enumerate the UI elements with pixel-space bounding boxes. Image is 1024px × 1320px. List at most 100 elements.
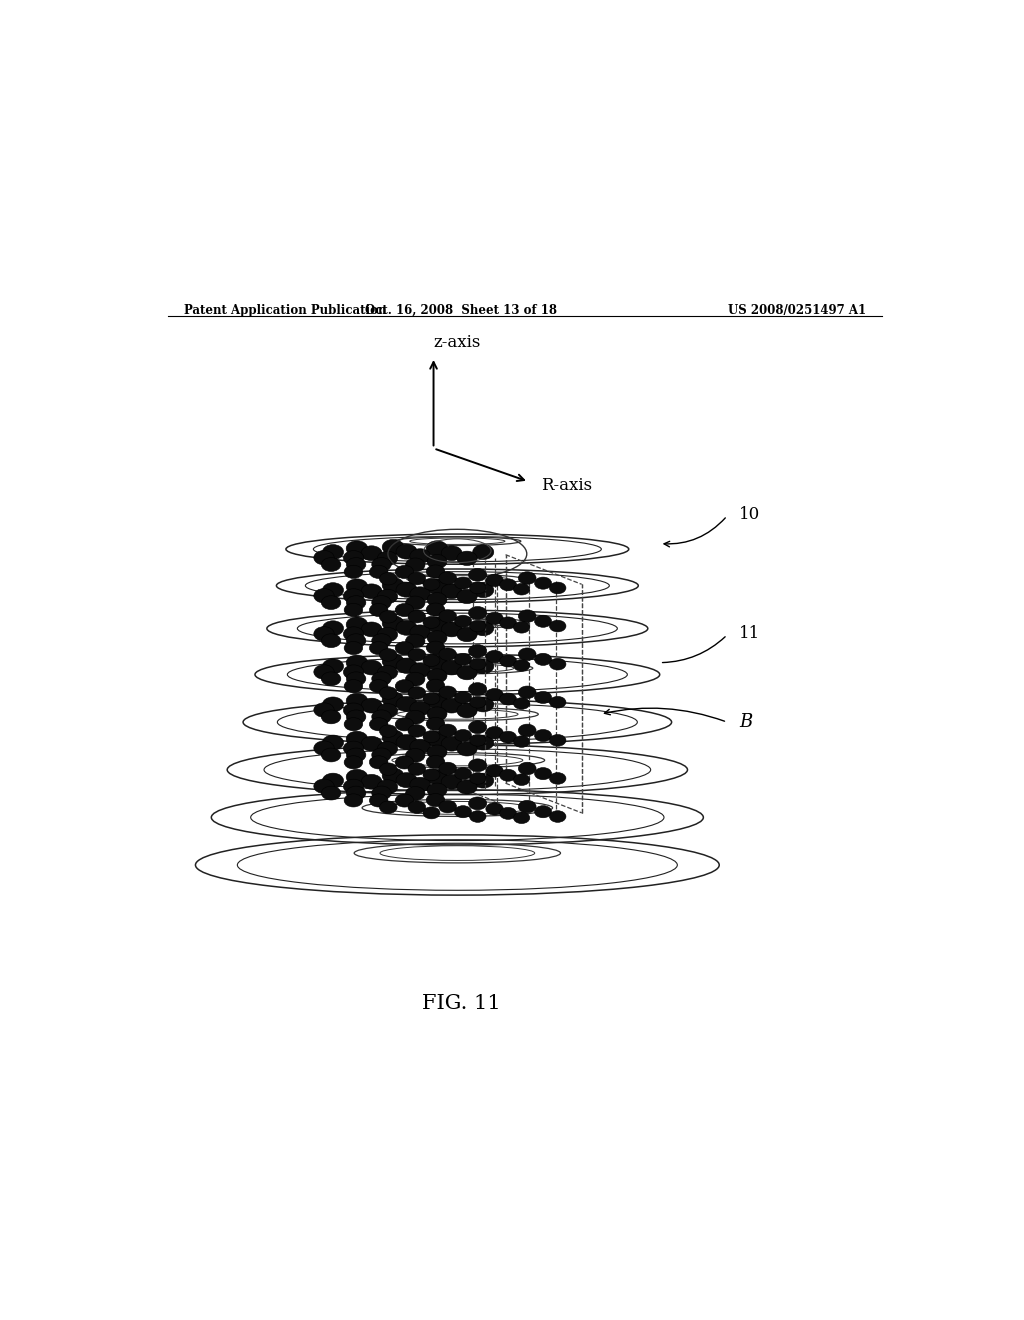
Ellipse shape — [518, 800, 537, 813]
Ellipse shape — [408, 573, 426, 585]
Ellipse shape — [457, 704, 477, 718]
Ellipse shape — [377, 704, 397, 718]
Ellipse shape — [470, 810, 486, 822]
Ellipse shape — [396, 620, 417, 635]
Ellipse shape — [372, 634, 391, 648]
Ellipse shape — [322, 748, 341, 762]
Ellipse shape — [344, 718, 362, 731]
Ellipse shape — [455, 730, 472, 742]
Ellipse shape — [473, 735, 494, 750]
Ellipse shape — [382, 768, 403, 784]
Ellipse shape — [427, 593, 447, 607]
Ellipse shape — [322, 710, 341, 723]
Ellipse shape — [470, 734, 486, 746]
Ellipse shape — [485, 803, 503, 816]
Ellipse shape — [361, 698, 382, 713]
Ellipse shape — [423, 578, 440, 590]
Ellipse shape — [344, 642, 362, 655]
Text: US 2008/0251497 A1: US 2008/0251497 A1 — [728, 304, 866, 317]
Ellipse shape — [473, 545, 494, 560]
Ellipse shape — [513, 735, 529, 747]
Ellipse shape — [344, 793, 362, 807]
Ellipse shape — [380, 611, 397, 623]
Ellipse shape — [343, 627, 364, 642]
Ellipse shape — [408, 801, 426, 813]
Ellipse shape — [395, 680, 414, 693]
Ellipse shape — [323, 735, 344, 750]
Ellipse shape — [485, 764, 503, 777]
Ellipse shape — [313, 741, 334, 755]
Ellipse shape — [535, 730, 552, 742]
Ellipse shape — [395, 718, 414, 731]
Ellipse shape — [427, 708, 447, 721]
Ellipse shape — [439, 686, 457, 698]
Ellipse shape — [473, 582, 494, 598]
Ellipse shape — [396, 697, 417, 711]
Ellipse shape — [455, 692, 472, 704]
Ellipse shape — [457, 742, 477, 756]
Ellipse shape — [370, 680, 388, 693]
Ellipse shape — [313, 627, 334, 642]
Text: Patent Application Publication: Patent Application Publication — [183, 304, 386, 317]
Ellipse shape — [457, 627, 477, 642]
Ellipse shape — [473, 659, 494, 673]
Ellipse shape — [372, 672, 391, 685]
Ellipse shape — [426, 565, 444, 578]
Ellipse shape — [518, 610, 537, 623]
Ellipse shape — [406, 672, 425, 686]
Ellipse shape — [535, 692, 552, 704]
Ellipse shape — [485, 651, 503, 663]
Ellipse shape — [395, 603, 414, 616]
Ellipse shape — [395, 793, 414, 807]
Ellipse shape — [426, 793, 444, 807]
Ellipse shape — [441, 660, 462, 675]
Ellipse shape — [346, 787, 366, 800]
Ellipse shape — [408, 725, 426, 737]
Ellipse shape — [500, 770, 516, 781]
Ellipse shape — [441, 583, 462, 599]
Ellipse shape — [469, 721, 486, 734]
Ellipse shape — [346, 557, 366, 572]
Ellipse shape — [423, 655, 440, 667]
Ellipse shape — [323, 620, 344, 636]
Ellipse shape — [535, 767, 552, 780]
Ellipse shape — [518, 572, 537, 585]
Ellipse shape — [396, 734, 417, 750]
Ellipse shape — [344, 680, 362, 693]
Ellipse shape — [370, 756, 388, 770]
Ellipse shape — [377, 780, 397, 795]
Ellipse shape — [535, 615, 552, 627]
Ellipse shape — [470, 772, 486, 784]
Text: R-axis: R-axis — [541, 477, 592, 494]
Ellipse shape — [346, 595, 366, 610]
Ellipse shape — [410, 549, 430, 564]
Ellipse shape — [396, 544, 417, 560]
Ellipse shape — [382, 730, 403, 746]
Ellipse shape — [361, 660, 382, 675]
Ellipse shape — [439, 762, 457, 775]
Ellipse shape — [372, 710, 391, 723]
Ellipse shape — [457, 665, 477, 680]
Ellipse shape — [346, 655, 368, 671]
Ellipse shape — [406, 634, 425, 648]
Ellipse shape — [426, 693, 447, 709]
Ellipse shape — [455, 615, 472, 627]
Ellipse shape — [441, 698, 462, 713]
Ellipse shape — [485, 612, 503, 624]
Ellipse shape — [346, 541, 368, 556]
Ellipse shape — [513, 812, 529, 824]
Ellipse shape — [426, 655, 447, 671]
Ellipse shape — [377, 589, 397, 603]
Ellipse shape — [426, 541, 447, 556]
Ellipse shape — [500, 578, 516, 591]
Ellipse shape — [313, 779, 334, 793]
Ellipse shape — [406, 710, 425, 725]
Ellipse shape — [470, 659, 486, 671]
Ellipse shape — [457, 552, 477, 565]
Ellipse shape — [500, 731, 516, 743]
Ellipse shape — [361, 737, 382, 751]
Ellipse shape — [406, 748, 425, 762]
Ellipse shape — [426, 717, 444, 730]
Ellipse shape — [372, 557, 391, 572]
Ellipse shape — [473, 774, 494, 788]
